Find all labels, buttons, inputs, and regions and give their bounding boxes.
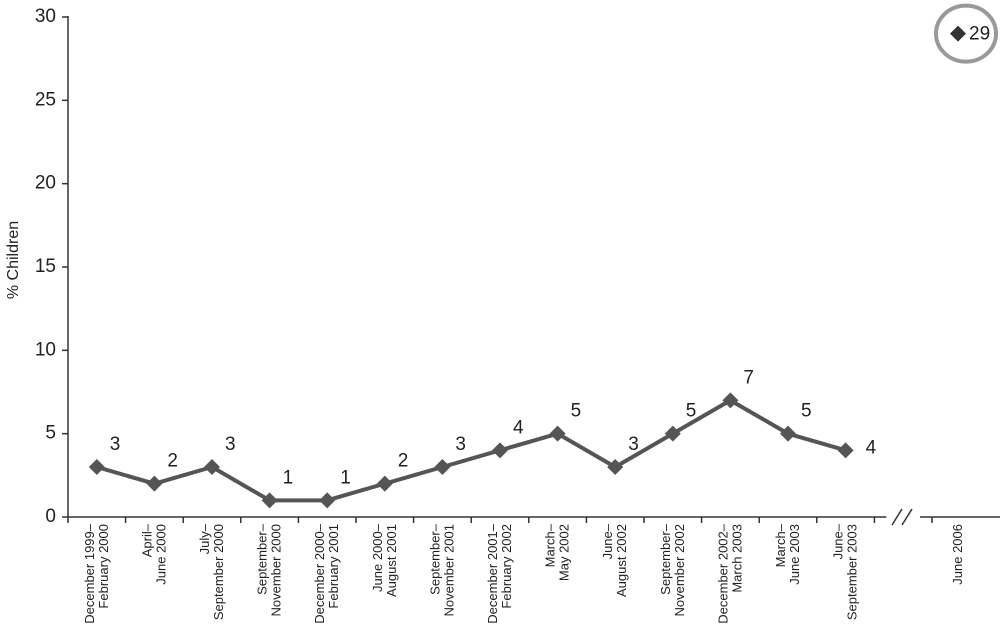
data-line	[96, 398, 847, 503]
x-tick-label: September–November 2001	[427, 523, 456, 616]
y-axis-title: % Children	[5, 221, 22, 299]
x-tick-label: December 1999–February 2000	[82, 523, 111, 623]
x-tick-label: December 2000–February 2001	[312, 523, 341, 623]
axis-break	[891, 508, 903, 526]
marker	[722, 392, 739, 409]
marker	[204, 459, 220, 475]
x-tick-label: June 2000–August 2001	[370, 523, 399, 597]
y-tick-label: 20	[35, 173, 56, 194]
data-label: 3	[455, 434, 466, 455]
x-tick-label: July–September 2000	[197, 523, 226, 620]
marker	[261, 492, 278, 509]
y-tick-label: 30	[35, 6, 56, 27]
data-label: 7	[743, 367, 754, 388]
highlight-circle	[934, 3, 998, 64]
data-label: 1	[340, 467, 351, 488]
marker	[607, 459, 624, 475]
y-tick-label: 10	[35, 339, 56, 360]
x-tick-label: March–June 2003	[773, 523, 802, 584]
y-tick-label: 5	[45, 423, 56, 444]
data-label: 2	[398, 451, 409, 472]
marker	[319, 492, 336, 509]
axis-break	[901, 508, 913, 526]
marker	[376, 475, 393, 492]
data-label: 3	[225, 434, 236, 455]
marker	[434, 459, 451, 475]
data-label: 5	[571, 401, 582, 422]
data-label: 4	[866, 437, 877, 458]
data-label: 29	[969, 24, 990, 45]
x-tick-label: December 2002–March 2003	[715, 523, 744, 623]
x-tick-label: September–November 2002	[658, 523, 687, 616]
marker	[492, 442, 508, 459]
marker	[549, 425, 566, 442]
marker	[837, 442, 854, 459]
y-tick-label: 25	[35, 89, 56, 110]
x-tick-label: December 2001–February 2002	[485, 523, 514, 623]
x-tick-label: June 2006	[950, 524, 965, 585]
data-label: 2	[167, 451, 178, 472]
marker	[780, 425, 796, 442]
data-label: 3	[628, 434, 639, 455]
marker	[664, 425, 681, 442]
x-tick-label: September–November 2000	[255, 523, 284, 616]
x-tick-label: March–May 2002	[543, 523, 572, 581]
marker	[950, 25, 966, 42]
data-label: 1	[283, 467, 294, 488]
x-tick-label: June–August 2002	[600, 523, 629, 597]
x-tick-label: June–September 2003	[831, 523, 860, 620]
data-label: 5	[801, 401, 812, 422]
marker	[146, 475, 163, 492]
data-label: 5	[686, 401, 697, 422]
data-label: 3	[110, 434, 121, 455]
x-tick-label: April–June 2000	[139, 523, 168, 584]
y-tick-label: 15	[35, 256, 56, 277]
y-tick-label: 0	[45, 506, 56, 527]
data-label: 4	[513, 417, 524, 438]
marker	[88, 459, 105, 475]
